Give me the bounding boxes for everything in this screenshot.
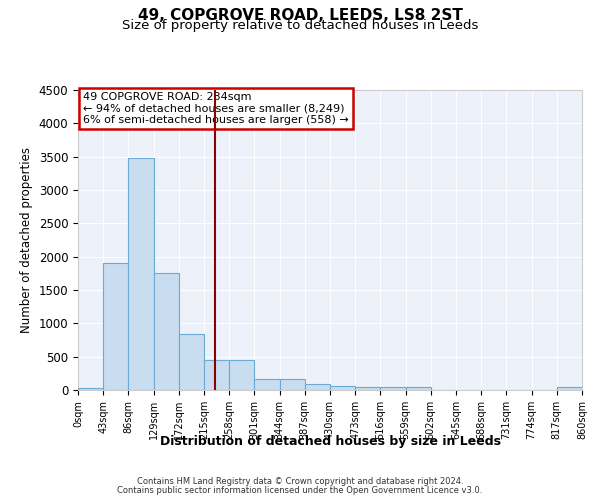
Bar [154,274,179,390]
Bar [103,264,128,390]
Bar [280,379,305,390]
Bar [406,387,431,390]
Text: 49 COPGROVE ROAD: 234sqm
← 94% of detached houses are smaller (8,249)
6% of semi: 49 COPGROVE ROAD: 234sqm ← 94% of detach… [83,92,349,124]
Text: Contains HM Land Registry data © Crown copyright and database right 2024.: Contains HM Land Registry data © Crown c… [137,478,463,486]
Bar [557,387,582,390]
Text: Distribution of detached houses by size in Leeds: Distribution of detached houses by size … [160,435,500,448]
Text: 49, COPGROVE ROAD, LEEDS, LS8 2ST: 49, COPGROVE ROAD, LEEDS, LS8 2ST [137,8,463,22]
Bar [254,379,280,390]
Bar [78,388,103,390]
Bar [305,384,330,390]
Bar [355,387,380,390]
Bar [380,387,406,390]
Text: Size of property relative to detached houses in Leeds: Size of property relative to detached ho… [122,19,478,32]
Bar [128,158,154,390]
Bar [330,386,355,390]
Y-axis label: Number of detached properties: Number of detached properties [20,147,33,333]
Bar [229,360,254,390]
Bar [204,360,229,390]
Text: Contains public sector information licensed under the Open Government Licence v3: Contains public sector information licen… [118,486,482,495]
Bar [179,334,204,390]
